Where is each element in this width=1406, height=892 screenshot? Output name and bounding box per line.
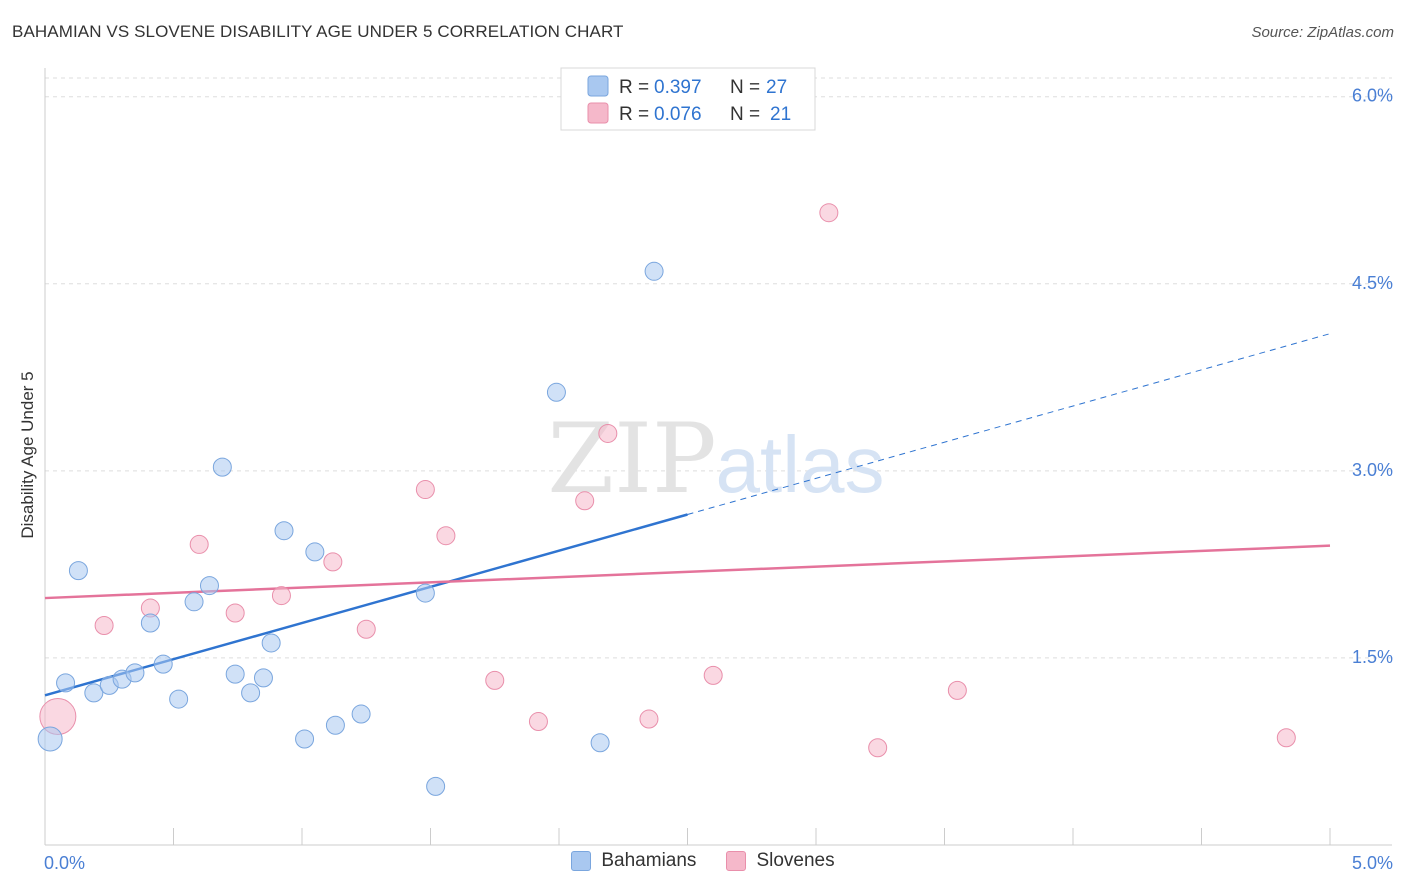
slovene-point xyxy=(189,534,209,554)
bahamian-point xyxy=(125,663,145,683)
bahamian-point xyxy=(351,704,371,724)
slovene-point xyxy=(323,552,343,572)
bahamian-point xyxy=(644,261,664,281)
y-axis-label: Disability Age Under 5 xyxy=(18,371,37,538)
x-tick-label-min: 0.0% xyxy=(44,853,85,873)
x-tick-label-max: 5.0% xyxy=(1352,853,1393,873)
bahamian-point xyxy=(261,633,281,653)
bahamian-point xyxy=(274,521,294,541)
bahamian-point xyxy=(415,583,435,603)
slovene-point xyxy=(356,619,376,639)
slovene-point xyxy=(225,603,245,623)
bahamian-point xyxy=(241,683,261,703)
slovene-point xyxy=(1276,728,1296,748)
y-tick-label: 4.5% xyxy=(1352,273,1393,293)
stats-n-value-slovenes: 21 xyxy=(770,104,791,125)
bahamian-point xyxy=(305,542,325,562)
stats-r-value-bahamians: 0.397 xyxy=(654,77,702,98)
chart-title: BAHAMIAN VS SLOVENE DISABILITY AGE UNDER… xyxy=(12,22,624,41)
stats-n-label-slovenes: N = xyxy=(730,104,760,125)
bahamian-point xyxy=(426,776,446,796)
slovene-trendline xyxy=(44,544,1331,600)
watermark-atlas: atlas xyxy=(716,420,885,509)
bahamian-point xyxy=(325,715,345,735)
bahamian-point xyxy=(37,726,63,752)
bahamian-point xyxy=(225,664,245,684)
points-layer xyxy=(37,99,1296,796)
stats-n-value-bahamians: 27 xyxy=(766,77,787,98)
bahamian-point xyxy=(590,733,610,753)
slovene-point xyxy=(94,616,114,636)
bahamian-point xyxy=(184,592,204,612)
stats-r-label-bahamians: R = xyxy=(619,77,649,98)
legend-item-bahamians[interactable]: Bahamians xyxy=(571,850,696,872)
y-tick-label: 1.5% xyxy=(1352,647,1393,667)
axis-layer: 1.5% 3.0% 4.5% 6.0% 0.0% 5.0% xyxy=(44,68,1393,873)
watermark-zip: ZIP xyxy=(547,403,716,515)
slovene-point xyxy=(271,586,291,606)
slovene-point xyxy=(947,680,967,700)
slovene-point xyxy=(415,480,435,500)
stats-r-value-slovenes: 0.076 xyxy=(654,104,702,125)
stats-r-label-slovenes: R = xyxy=(619,104,649,125)
trend-layer xyxy=(44,333,1331,697)
slovene-point xyxy=(485,670,505,690)
slovene-point xyxy=(436,526,456,546)
y-tick-label: 6.0% xyxy=(1352,86,1393,106)
bahamian-point xyxy=(56,673,76,693)
bahamian-point xyxy=(295,729,315,749)
legend-label-bahamians: Bahamians xyxy=(601,850,697,871)
slovene-point xyxy=(819,203,839,223)
legend-item-slovenes[interactable]: Slovenes xyxy=(726,850,835,872)
y-tick-label: 3.0% xyxy=(1352,460,1393,480)
bahamian-point xyxy=(140,613,160,633)
stats-n-label-bahamians: N = xyxy=(730,77,760,98)
bahamian-point xyxy=(199,576,219,596)
stats-legend-swatch-slovenes xyxy=(587,102,609,124)
bahamian-point xyxy=(84,683,104,703)
bahamian-trendline xyxy=(44,513,688,697)
bahamian-point xyxy=(169,689,189,709)
slovene-point xyxy=(528,712,548,732)
bahamian-trendline-extension xyxy=(687,333,1331,515)
bahamian-point xyxy=(68,561,88,581)
slovene-point xyxy=(703,665,723,685)
slovene-point xyxy=(598,423,618,443)
watermark: ZIP atlas xyxy=(547,403,884,515)
slovene-point xyxy=(575,491,595,511)
chart-source: Source: ZipAtlas.com xyxy=(1251,24,1394,41)
legend-label-slovenes: Slovenes xyxy=(756,850,835,871)
bottom-legend: Bahamians Slovenes xyxy=(0,850,1406,872)
stats-legend: R = 0.397 N = 27 R = 0.076 N = 21 xyxy=(560,67,816,131)
stats-legend-swatch-bahamians xyxy=(587,75,609,97)
bahamian-point xyxy=(253,668,273,688)
bahamian-point xyxy=(546,382,566,402)
bahamian-point xyxy=(153,654,173,674)
slovene-point xyxy=(639,709,659,729)
legend-swatch-slovenes xyxy=(726,851,747,871)
legend-swatch-bahamians xyxy=(571,851,592,871)
slovene-point xyxy=(868,738,888,758)
bahamian-point xyxy=(212,457,232,477)
